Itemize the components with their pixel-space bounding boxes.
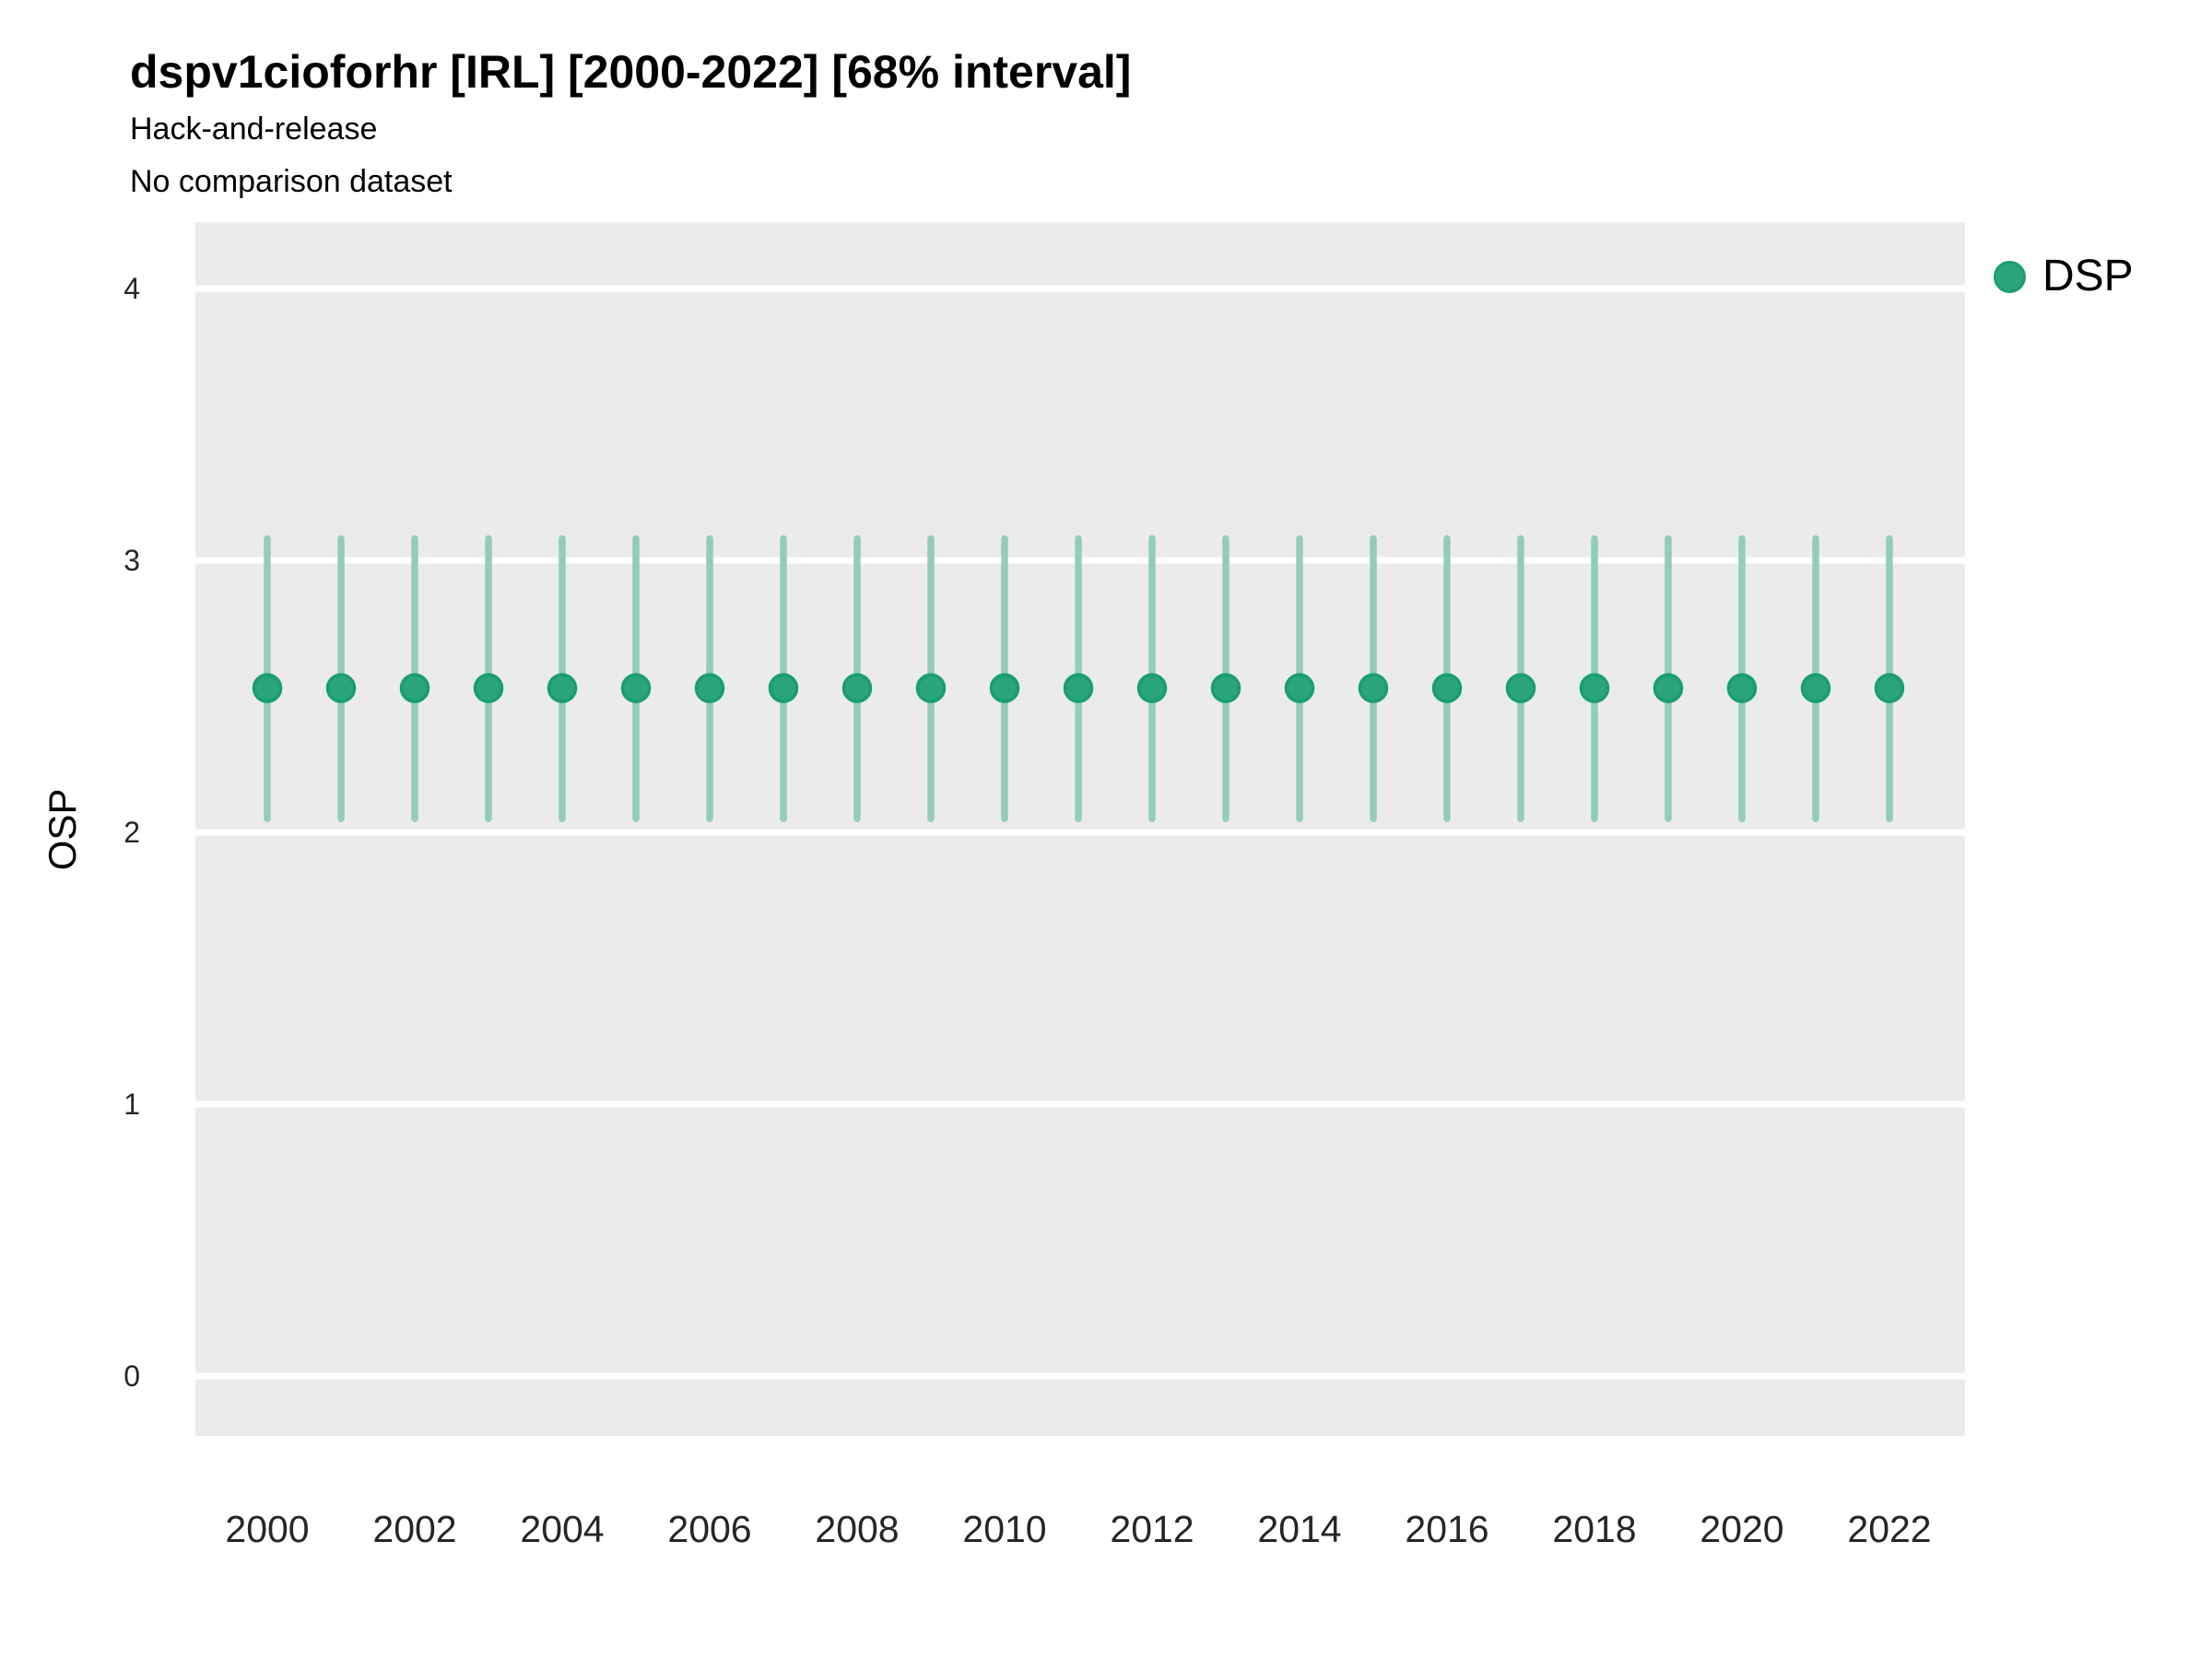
x-tick-label: 2002 [372, 1508, 456, 1550]
x-tick-label: 2014 [1257, 1508, 1341, 1550]
x-tick-label: 2016 [1405, 1508, 1488, 1550]
data-point [1358, 673, 1389, 703]
data-point [1505, 673, 1536, 703]
data-point [1653, 673, 1684, 703]
data-point [325, 673, 357, 703]
data-point [915, 673, 947, 703]
data-point [1726, 673, 1758, 703]
x-tick-label: 2018 [1552, 1508, 1636, 1550]
x-tick-label: 2022 [1847, 1508, 1931, 1550]
data-point [620, 673, 652, 703]
data-layer [252, 535, 1905, 822]
data-point [1874, 673, 1905, 703]
y-tick-label: 1 [124, 1088, 140, 1121]
y-axis-title: OSP [41, 789, 84, 871]
legend: DSP [1994, 251, 2134, 302]
chart-subtitle: Hack-and-release [130, 112, 378, 147]
y-tick-label: 0 [124, 1359, 140, 1393]
axis-layer: 0 1 2 3 4 2000 2002 2004 2006 2008 2010 2012 2014 201… [124, 272, 1931, 1550]
data-point [1136, 673, 1168, 703]
y-tick-label: 3 [124, 544, 140, 577]
data-point [841, 673, 873, 703]
x-tick-label: 2006 [667, 1508, 751, 1550]
data-point [473, 673, 504, 703]
x-tick-label: 2004 [520, 1508, 604, 1550]
y-tick-label: 4 [124, 272, 140, 305]
y-tick-label: 2 [124, 816, 140, 849]
x-tick-label: 2012 [1110, 1508, 1194, 1550]
data-point [1210, 673, 1241, 703]
data-point [694, 673, 725, 703]
data-point [989, 673, 1020, 703]
data-point [1431, 673, 1463, 703]
legend-dot-icon [1994, 260, 2026, 293]
data-point [252, 673, 283, 703]
chart-note: No comparison dataset [130, 164, 453, 199]
data-point [547, 673, 578, 703]
x-tick-label: 2000 [225, 1508, 309, 1550]
data-point [1063, 673, 1094, 703]
data-point [768, 673, 799, 703]
data-point [1800, 673, 1831, 703]
x-tick-label: 2010 [962, 1508, 1046, 1550]
legend-label: DSP [2042, 252, 2134, 300]
data-point [399, 673, 430, 703]
data-point [1284, 673, 1315, 703]
chart-title: dspv1cioforhr [IRL] [2000-2022] [68% int… [130, 46, 1132, 98]
x-tick-label: 2008 [815, 1508, 899, 1550]
x-tick-label: 2020 [1700, 1508, 1783, 1550]
data-point [1579, 673, 1610, 703]
